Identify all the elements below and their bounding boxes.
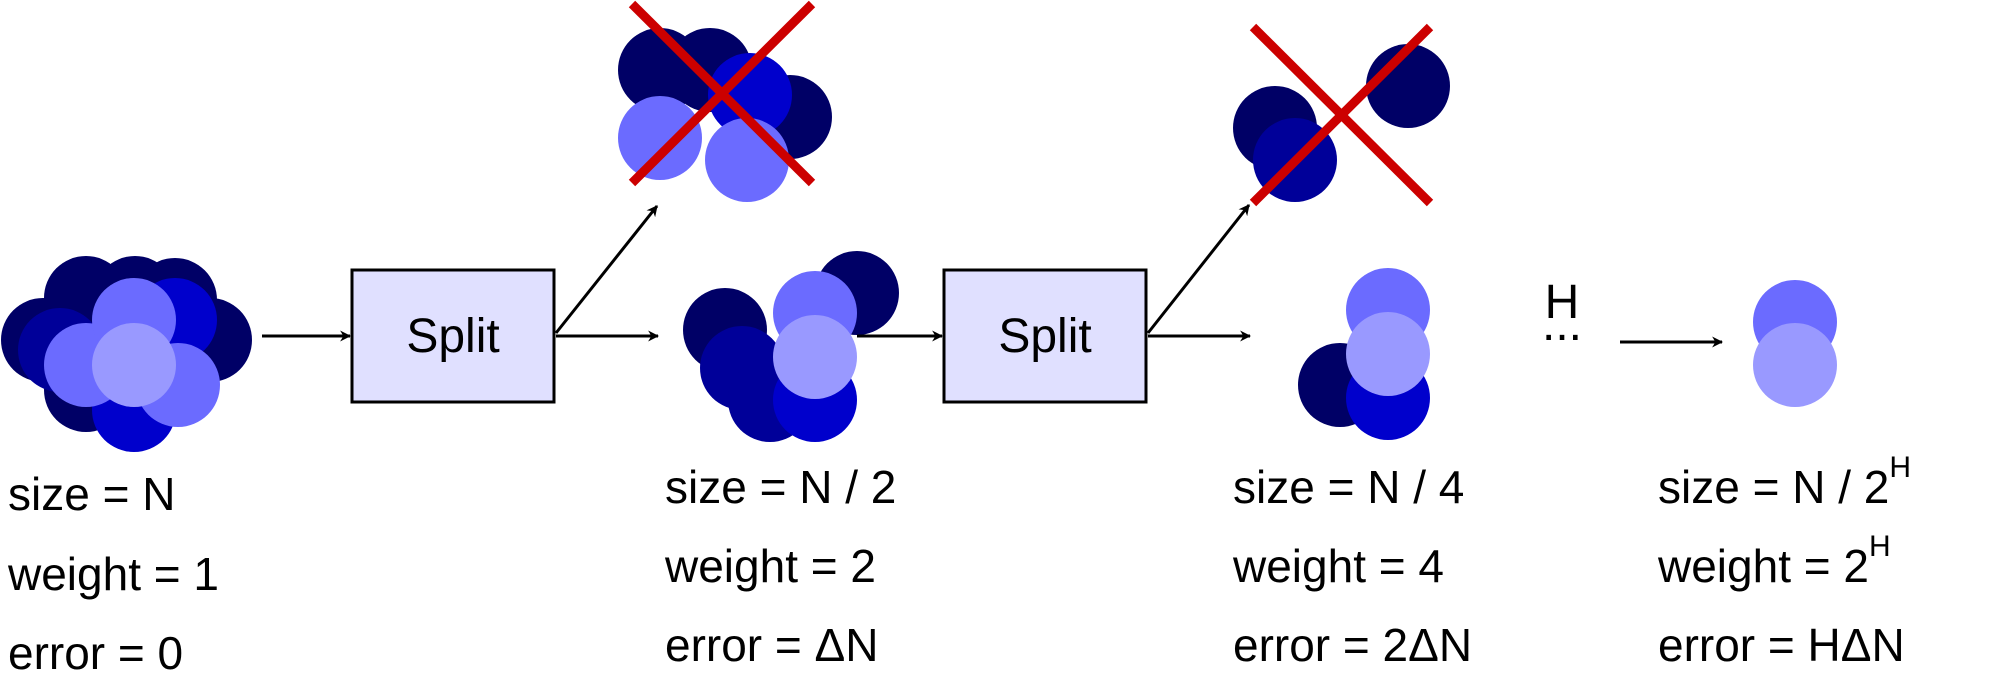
particle-cluster-quarter <box>1298 268 1430 440</box>
discarded-cross-icon <box>1249 23 1434 207</box>
error-label: error = ΔN <box>665 619 879 671</box>
size-label: size = N <box>8 468 175 520</box>
size-exponent: H <box>1889 451 1911 484</box>
stage-labels-half: size = N / 2 weight = 2 error = ΔN <box>664 461 896 671</box>
weight-label: weight = 2 <box>664 540 876 592</box>
weight-label: weight = 1 <box>7 548 219 600</box>
split-box-label: Split <box>406 310 499 363</box>
particle-cluster-full <box>1 256 252 452</box>
particle-cluster-half <box>683 251 899 442</box>
stage-labels-quarter: size = N / 4 weight = 4 error = 2ΔN <box>1232 461 1472 671</box>
weight-label: weight = 4 <box>1232 540 1444 592</box>
weight-exponent: H <box>1869 530 1891 563</box>
error-label: error = 0 <box>8 627 183 677</box>
error-label: error = HΔN <box>1658 619 1905 671</box>
stage-labels-final: size = N / 2H weight = 2H error = HΔN <box>1657 451 1911 671</box>
weight-label: weight = 2H <box>1657 530 1891 592</box>
split-box-label: Split <box>998 310 1091 363</box>
arrow-icon <box>262 204 1724 348</box>
size-label: size = N / 2 <box>665 461 896 513</box>
repeat-count-label: H <box>1545 276 1580 329</box>
stage-labels-initial: size = N weight = 1 error = 0 <box>7 468 219 677</box>
error-label: error = 2ΔN <box>1233 619 1472 671</box>
discarded-cross-icon <box>628 0 816 187</box>
size-label: size = N / 2H <box>1658 451 1911 513</box>
repeat-ellipsis: ... <box>1542 298 1582 351</box>
split-box-1: Split <box>350 268 556 404</box>
size-label: size = N / 4 <box>1233 461 1464 513</box>
discarded-cluster-2 <box>1233 44 1450 202</box>
split-box-2: Split <box>942 268 1148 404</box>
particle-cluster-final <box>1753 280 1837 407</box>
